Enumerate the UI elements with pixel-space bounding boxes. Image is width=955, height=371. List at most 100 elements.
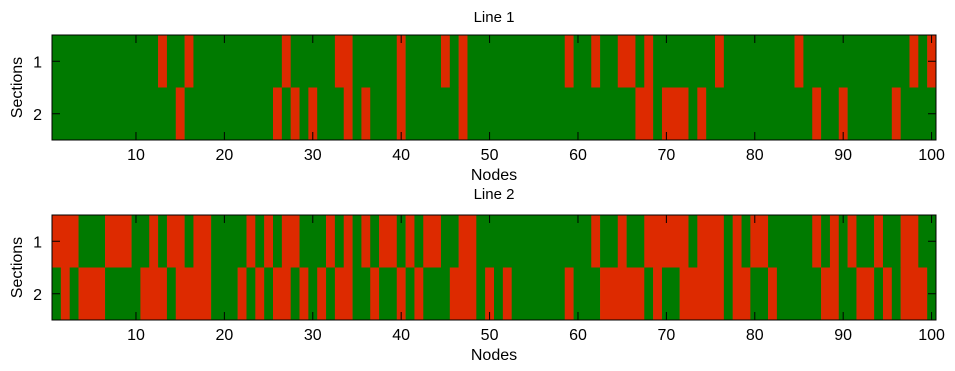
- heatmap-cell-section-2-nodes-14-14: [166, 267, 177, 321]
- heatmap-cell-section-2-nodes-42-42: [414, 267, 424, 321]
- heatmap-cell-section-2-nodes-88-89: [821, 87, 840, 141]
- heatmap-cell-section-1-nodes-24-24: [255, 215, 265, 268]
- heatmap-cell-section-2-nodes-37-39: [370, 87, 398, 141]
- ticks-line-1: 10 20 30 40 50 60 70 80 90 100 1 2: [33, 35, 945, 164]
- heatmap-cell-section-2-nodes-90-90: [838, 87, 848, 141]
- heatmap-cell-section-2-nodes-72-76: [679, 267, 725, 321]
- heatmap-cell-section-2-nodes-29-29: [299, 87, 309, 141]
- heatmap-cell-section-2-nodes-35-36: [352, 267, 371, 321]
- heatmap-cell-section-2-nodes-40-40: [396, 87, 406, 141]
- heatmap-cell-section-1-nodes-33-34: [334, 35, 353, 88]
- heatmap-cell-section-1-nodes-19-22: [211, 215, 247, 268]
- heatmap-cell-section-1-nodes-29-31: [299, 215, 327, 268]
- heatmap-cell-section-1-nodes-91-91: [847, 215, 857, 268]
- heatmap-cell-section-1-nodes-17-26: [193, 35, 283, 88]
- x-tick-label-80: 80: [746, 327, 764, 344]
- x-tick-label-90: 90: [834, 327, 852, 344]
- heatmap-cell-section-2-nodes-80-81: [750, 267, 769, 321]
- heatmap-cell-section-1-nodes-35-39: [352, 35, 398, 88]
- heatmap-cell-section-2-nodes-32-32: [326, 267, 336, 321]
- heatmap-cell-section-1-nodes-62-62: [591, 35, 601, 88]
- heatmap-cell-section-1-nodes-88-88: [821, 215, 831, 268]
- heatmap-cell-section-1-nodes-40-40: [396, 35, 406, 88]
- heatmap-cell-section-1-nodes-17-18: [193, 215, 212, 268]
- heatmap-cell-section-1-nodes-97-98: [900, 215, 919, 268]
- heatmap-cell-section-1-nodes-63-64: [600, 35, 619, 88]
- heatmap-cell-section-1-nodes-7-9: [105, 215, 132, 268]
- heatmap-cell-section-1-nodes-65-66: [617, 35, 636, 88]
- heatmap-cell-section-2-nodes-11-13: [140, 267, 168, 321]
- heatmap-cell-section-2-nodes-94-94: [874, 267, 884, 321]
- heatmap-cell-section-1-nodes-80-81: [750, 215, 769, 268]
- heatmap-cell-section-2-nodes-88-89: [821, 267, 840, 321]
- heatmap-cell-section-2-nodes-48-66: [467, 87, 636, 141]
- chart-title-line-2: Line 2: [474, 186, 515, 203]
- ticks-line-2: 10 20 30 40 50 60 70 80 90 100 1 2: [33, 215, 945, 344]
- heatmap-cell-section-2-nodes-51-51: [494, 267, 504, 321]
- heatmap-cell-section-1-nodes-13-13: [158, 35, 168, 88]
- heatmap-cell-section-1-nodes-48-58: [467, 35, 566, 88]
- heatmap-cell-section-1-nodes-79-79: [741, 215, 751, 268]
- y-tick-label-1: 1: [33, 54, 42, 71]
- plot-frame-line-2: [51, 214, 937, 321]
- heatmap-cell-section-1-nodes-26-26: [273, 215, 283, 268]
- heatmap-cell-section-1-nodes-77-77: [723, 215, 733, 268]
- heatmap-cell-section-1-nodes-99-99: [918, 35, 928, 88]
- heatmap-cell-section-2-nodes-28-28: [290, 87, 300, 141]
- heatmap-cell-section-2-nodes-25-25: [264, 267, 274, 321]
- heatmap-cell-section-1-nodes-94-94: [874, 215, 884, 268]
- heatmap-cell-section-1-nodes-90-90: [838, 215, 848, 268]
- heatmap-cell-section-2-nodes-27-27: [281, 87, 291, 141]
- heatmap-cell-section-2-nodes-92-93: [856, 267, 875, 321]
- x-tick-label-20: 20: [215, 327, 233, 344]
- heatmap-cell-section-2-nodes-78-79: [732, 267, 751, 321]
- y-tick-label-2: 2: [33, 287, 42, 304]
- x-tick-label-70: 70: [657, 147, 675, 164]
- heatmap-cell-section-1-nodes-65-65: [617, 215, 627, 268]
- heatmap-cell-section-2-nodes-24-24: [255, 267, 265, 321]
- heatmap-cell-section-1-nodes-77-84: [723, 35, 795, 88]
- heatmap-cell-section-2-nodes-1-14: [52, 87, 177, 141]
- heatmap-cell-section-1-nodes-42-42: [414, 215, 424, 268]
- heatmap-cell-section-2-nodes-87-87: [812, 87, 822, 141]
- heatmap-cell-section-1-nodes-25-25: [264, 215, 274, 268]
- heatmap-cell-section-1-nodes-46-46: [449, 35, 459, 88]
- x-tick-label-30: 30: [304, 327, 322, 344]
- heatmap-cell-section-2-nodes-4-6: [78, 267, 106, 321]
- heatmap-cell-section-1-nodes-47-47: [458, 35, 468, 88]
- heatmap-cell-section-2-nodes-77-77: [723, 267, 733, 321]
- heatmap-cell-section-1-nodes-69-75: [653, 35, 716, 88]
- x-tick-label-10: 10: [127, 327, 145, 344]
- heatmap-cell-section-2-nodes-52-52: [502, 267, 512, 321]
- heatmap-line-2: Line 2 10 20 30 40 50 60 70 80 90 100 1 2 Nodes Sec…: [9, 186, 945, 364]
- heatmap-cell-section-1-nodes-16-16: [184, 215, 194, 268]
- heatmap-cell-section-1-nodes-45-45: [440, 35, 451, 88]
- heatmap-cell-section-1-nodes-12-12: [149, 215, 159, 268]
- heatmap-cell-section-1-nodes-49-61: [476, 215, 592, 268]
- heatmap-cell-section-1-nodes-47-48: [458, 215, 477, 268]
- x-tick-label-90: 90: [834, 147, 852, 164]
- heatmap-cell-section-2-nodes-2-2: [60, 267, 70, 321]
- heatmap-cell-section-1-nodes-36-36: [361, 215, 371, 268]
- x-tick-label-100: 100: [918, 147, 945, 164]
- heatmap-cell-section-1-nodes-78-78: [732, 215, 742, 268]
- heatmap-cell-section-1-nodes-4-6: [78, 215, 106, 268]
- x-axis-label-line-1: Nodes: [471, 167, 517, 184]
- heatmap-cell-section-2-nodes-67-68: [635, 87, 654, 141]
- heatmap-cell-section-2-nodes-73-73: [688, 87, 698, 141]
- heatmap-cell-section-2-nodes-46-48: [449, 267, 477, 321]
- heatmap-cell-section-2-nodes-69-69: [653, 267, 663, 321]
- x-tick-label-70: 70: [657, 327, 675, 344]
- heatmap-cell-section-2-nodes-63-67: [600, 267, 645, 321]
- heatmap-cell-section-2-nodes-75-86: [706, 87, 813, 141]
- heatmap-cell-section-2-nodes-69-69: [653, 87, 663, 141]
- heatmap-cell-section-1-nodes-14-15: [166, 215, 185, 268]
- heatmap-cell-section-1-nodes-35-35: [352, 215, 362, 268]
- y-tick-label-2: 2: [33, 107, 42, 124]
- x-tick-label-60: 60: [569, 147, 587, 164]
- heatmap-cell-section-1-nodes-99-100: [918, 215, 937, 268]
- chart-title-line-1: Line 1: [474, 9, 515, 26]
- heatmap-cell-section-2-nodes-90-91: [838, 267, 857, 321]
- heatmap-cell-section-2-nodes-33-34: [334, 267, 353, 321]
